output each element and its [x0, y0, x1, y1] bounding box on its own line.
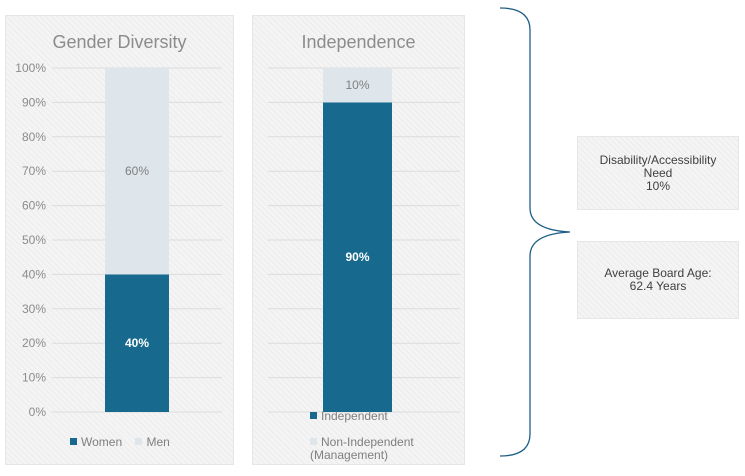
legend-label-line: Non-Independent	[321, 435, 414, 449]
y-tick-label: 60%	[22, 199, 46, 213]
data-label: 40%	[125, 336, 149, 350]
disability-label-line2: Need	[643, 165, 673, 180]
legend-label: Independent	[321, 409, 388, 423]
disability-label: Disability/Accessibility	[599, 152, 717, 167]
curly-brace	[499, 7, 571, 457]
y-tick-label: 0%	[29, 405, 47, 419]
chart-title: Independence	[301, 32, 416, 52]
y-tick-label: 10%	[22, 371, 46, 385]
bar-segment	[105, 68, 169, 275]
disability-info-box: Disability/Accessibility Need 10%	[577, 136, 739, 210]
y-tick-label: 80%	[22, 130, 46, 144]
y-tick-label: 20%	[22, 336, 46, 350]
legend-item-men: Men	[135, 435, 170, 449]
y-tick-label: 30%	[22, 302, 46, 316]
y-tick-label: 70%	[22, 164, 46, 178]
y-tick-label: 40%	[22, 267, 46, 281]
disability-value: 10%	[645, 178, 671, 193]
bar-segment	[105, 274, 169, 412]
legend-label: Women	[81, 435, 123, 449]
legend-swatch	[310, 412, 317, 419]
independent-legend-item: Independent	[310, 410, 388, 423]
chart-title: Gender Diversity	[52, 32, 187, 52]
legend-swatch	[135, 438, 143, 445]
y-tick-label: 50%	[22, 233, 46, 247]
gender-legend: Women Men	[70, 436, 170, 449]
board-age-info-box: Average Board Age: 62.4 Years	[577, 241, 739, 319]
board-age-label: Average Board Age:	[604, 266, 712, 280]
legend-item-women: Women	[70, 435, 122, 449]
bar-segment	[323, 102, 392, 413]
non-independent-legend-item: Non-Independent (Management)	[310, 436, 414, 462]
bar-segment	[323, 68, 392, 103]
data-label: 60%	[125, 164, 149, 178]
legend-label-line: (Management)	[310, 448, 389, 462]
y-tick-label: 90%	[22, 95, 46, 109]
y-tick-label: 100%	[15, 61, 46, 75]
legend-swatch	[310, 438, 317, 445]
data-label: 90%	[345, 250, 369, 264]
legend-swatch	[70, 438, 77, 445]
legend-label: Men	[146, 435, 170, 449]
data-label: 10%	[345, 78, 369, 92]
board-age-value: 62.4 Years	[629, 279, 687, 293]
